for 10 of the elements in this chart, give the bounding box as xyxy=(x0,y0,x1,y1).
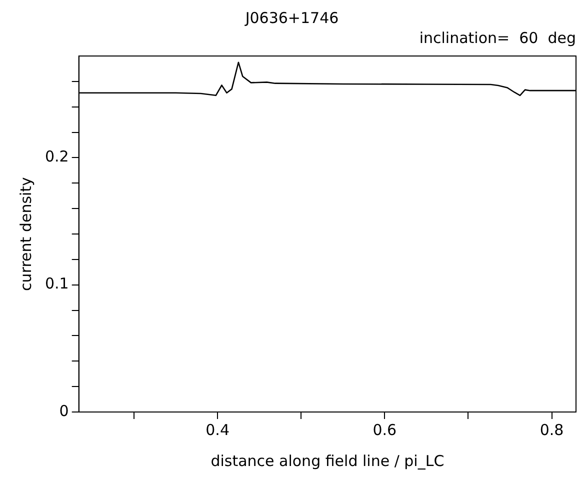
x-tick-label: 0.8 xyxy=(540,420,564,439)
chart-title: J0636+1746 xyxy=(244,8,339,27)
y-tick-label: 0.1 xyxy=(44,274,69,293)
y-axis-title: current density xyxy=(16,176,35,291)
x-tick-label: 0.4 xyxy=(206,420,230,439)
x-axis-title: distance along field line / pi_LC xyxy=(210,452,444,470)
y-tick-label: 0 xyxy=(59,402,69,420)
y-tick-label: 0.2 xyxy=(44,148,69,166)
x-tick-label: 0.6 xyxy=(372,420,397,439)
chart-subtitle: inclination= 60 deg xyxy=(419,28,576,47)
